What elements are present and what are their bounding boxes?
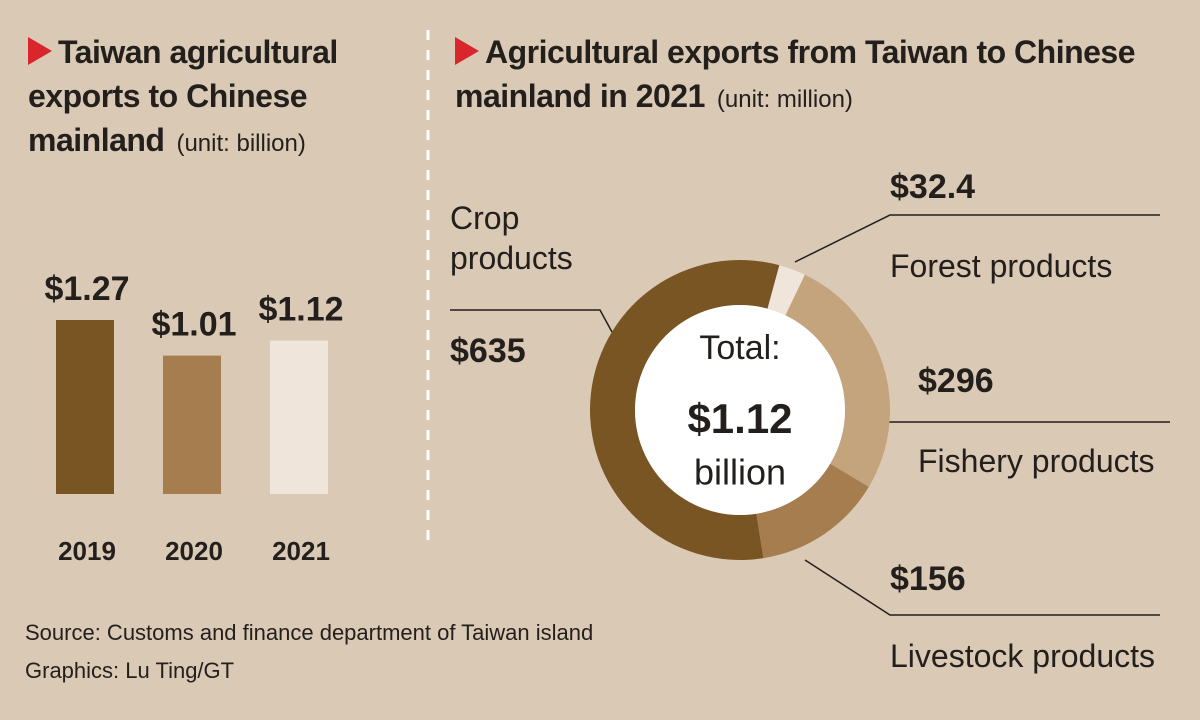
donut-hole [635,305,845,515]
donut-slice [756,463,869,559]
category-label: Livestock products [890,638,1156,674]
category-label: Fishery products [918,443,1155,479]
category-label: Crop products [450,200,573,276]
center-text: billion [694,452,786,493]
title-text: Taiwan agricultural exports to Chinese m… [28,34,338,158]
unit: (unit: million) [716,86,853,113]
value-label: $32.4 [890,168,976,206]
value-label: $1.12 [258,291,343,329]
donut-slice [767,265,805,316]
x-tick-label: 2019 [58,536,116,566]
leader-line [804,559,1160,616]
category-label: Forest products [890,248,1113,284]
value-label: $635 [450,332,526,370]
bar [163,355,221,494]
source: Source: Customs and finance department o… [25,620,594,645]
marker [28,37,52,65]
center-text: Total: [699,329,780,367]
unit: (unit: billion) [176,130,306,157]
x-tick-label: 2020 [165,536,223,566]
leader-lines [450,214,1170,616]
pie-title: Agricultural exports from Taiwan to Chin… [455,30,1145,122]
value-label: $156 [890,560,966,598]
bar-title: Taiwan agricultural exports to Chinese m… [28,30,418,166]
bar [270,340,328,494]
value-label: $296 [918,362,994,400]
donut-slice [590,260,780,560]
marker [455,37,479,65]
x-tick-label: 2021 [272,536,330,566]
credit: Graphics: Lu Ting/GT [25,658,235,683]
title-text: Agricultural exports from Taiwan to Chin… [455,34,1136,114]
value-label: $1.01 [151,306,236,344]
donut-slice [785,274,891,487]
bar [56,320,114,494]
value-label: $1.27 [44,270,129,308]
center-text: $1.12 [687,395,792,442]
leader-line [794,214,1160,263]
